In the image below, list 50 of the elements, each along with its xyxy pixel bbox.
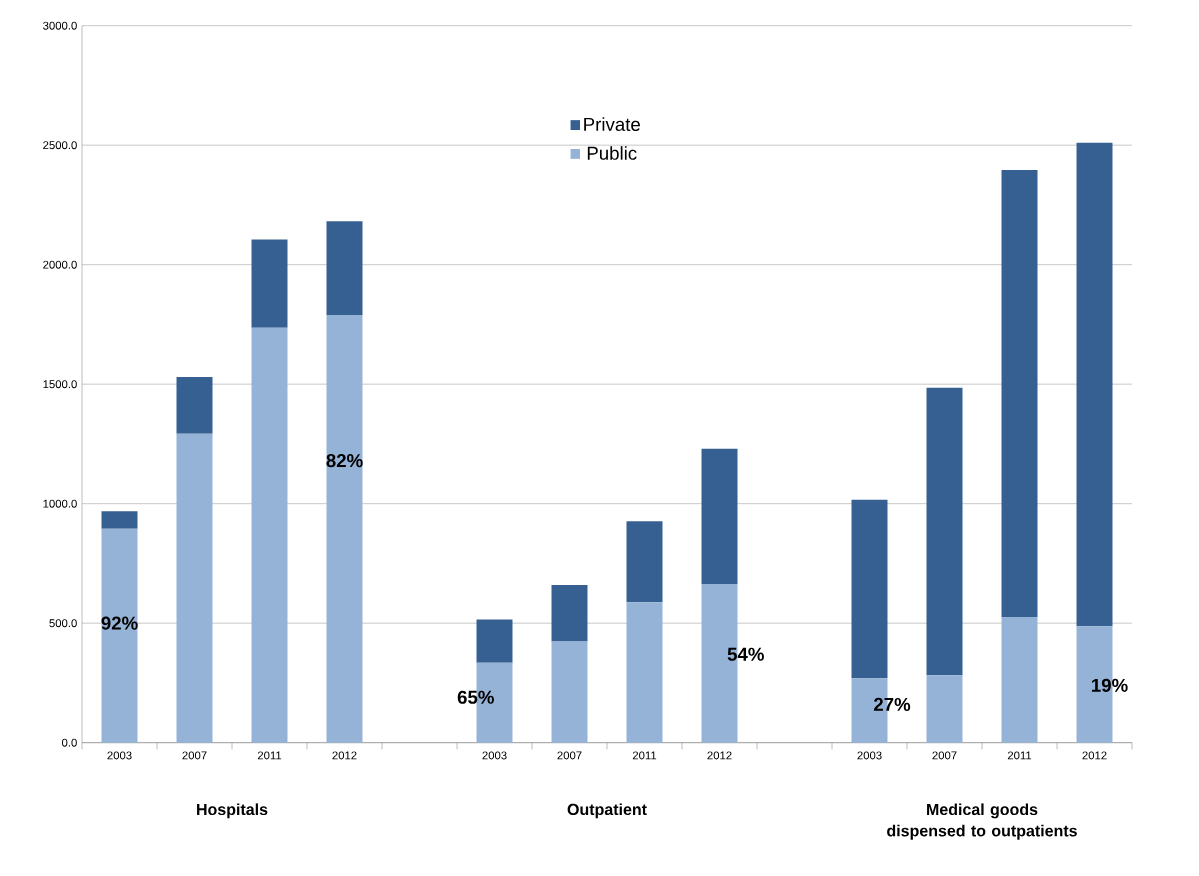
bar xyxy=(626,521,663,603)
annotation: 19% xyxy=(1092,678,1128,692)
bar xyxy=(851,499,888,679)
x-tick-label: 2003 xyxy=(857,751,882,760)
bar xyxy=(176,376,213,434)
annotation: 54% xyxy=(727,647,764,661)
text: Hospitals xyxy=(197,803,268,819)
y-tick-label: 2000.0 xyxy=(43,260,77,269)
legend-label: Private xyxy=(584,117,640,132)
annotation: 92% xyxy=(101,616,138,630)
bar xyxy=(326,315,363,743)
bar xyxy=(1001,170,1038,617)
bar xyxy=(626,602,663,743)
bar xyxy=(476,619,513,663)
bar xyxy=(1076,142,1113,627)
bar xyxy=(926,675,963,743)
bar xyxy=(176,433,213,743)
y-tick-label: 500.0 xyxy=(49,619,77,628)
y-tick-label: 1500.0 xyxy=(43,380,77,389)
legend-label: Public xyxy=(587,146,637,160)
x-tick-label: 2012 xyxy=(707,751,732,760)
y-tick-label: 3000.0 xyxy=(43,21,77,30)
y-tick-label: 0.0 xyxy=(61,738,77,747)
bar xyxy=(1001,616,1038,743)
x-tick-label: 2007 xyxy=(932,751,957,760)
x-tick-label: 2012 xyxy=(332,751,357,760)
annotation: 65% xyxy=(457,690,494,704)
x-tick-label: 2011 xyxy=(257,751,282,760)
x-tick-label: 2007 xyxy=(182,751,207,760)
bar xyxy=(101,511,138,529)
annotation: 82% xyxy=(326,454,363,468)
bar xyxy=(251,239,288,328)
bar xyxy=(251,327,288,743)
x-tick-label: 2012 xyxy=(1082,751,1107,760)
y-tick-label: 1000.0 xyxy=(43,499,77,508)
text: Medical goods dispensed to outpatients xyxy=(887,803,1077,840)
annotation: 27% xyxy=(873,697,911,712)
bar xyxy=(551,641,588,743)
bar xyxy=(926,387,963,676)
x-tick-label: 2011 xyxy=(1007,751,1032,760)
bar xyxy=(101,528,138,743)
x-tick-label: 2003 xyxy=(482,751,507,760)
text: Outpatient xyxy=(567,803,647,819)
bar xyxy=(551,584,588,642)
bar xyxy=(326,221,363,316)
y-tick-label: 2500.0 xyxy=(43,141,77,150)
x-tick-label: 2011 xyxy=(632,751,657,760)
x-tick-label: 2003 xyxy=(107,751,132,760)
x-tick-label: 2007 xyxy=(557,751,582,760)
bar xyxy=(701,448,738,585)
